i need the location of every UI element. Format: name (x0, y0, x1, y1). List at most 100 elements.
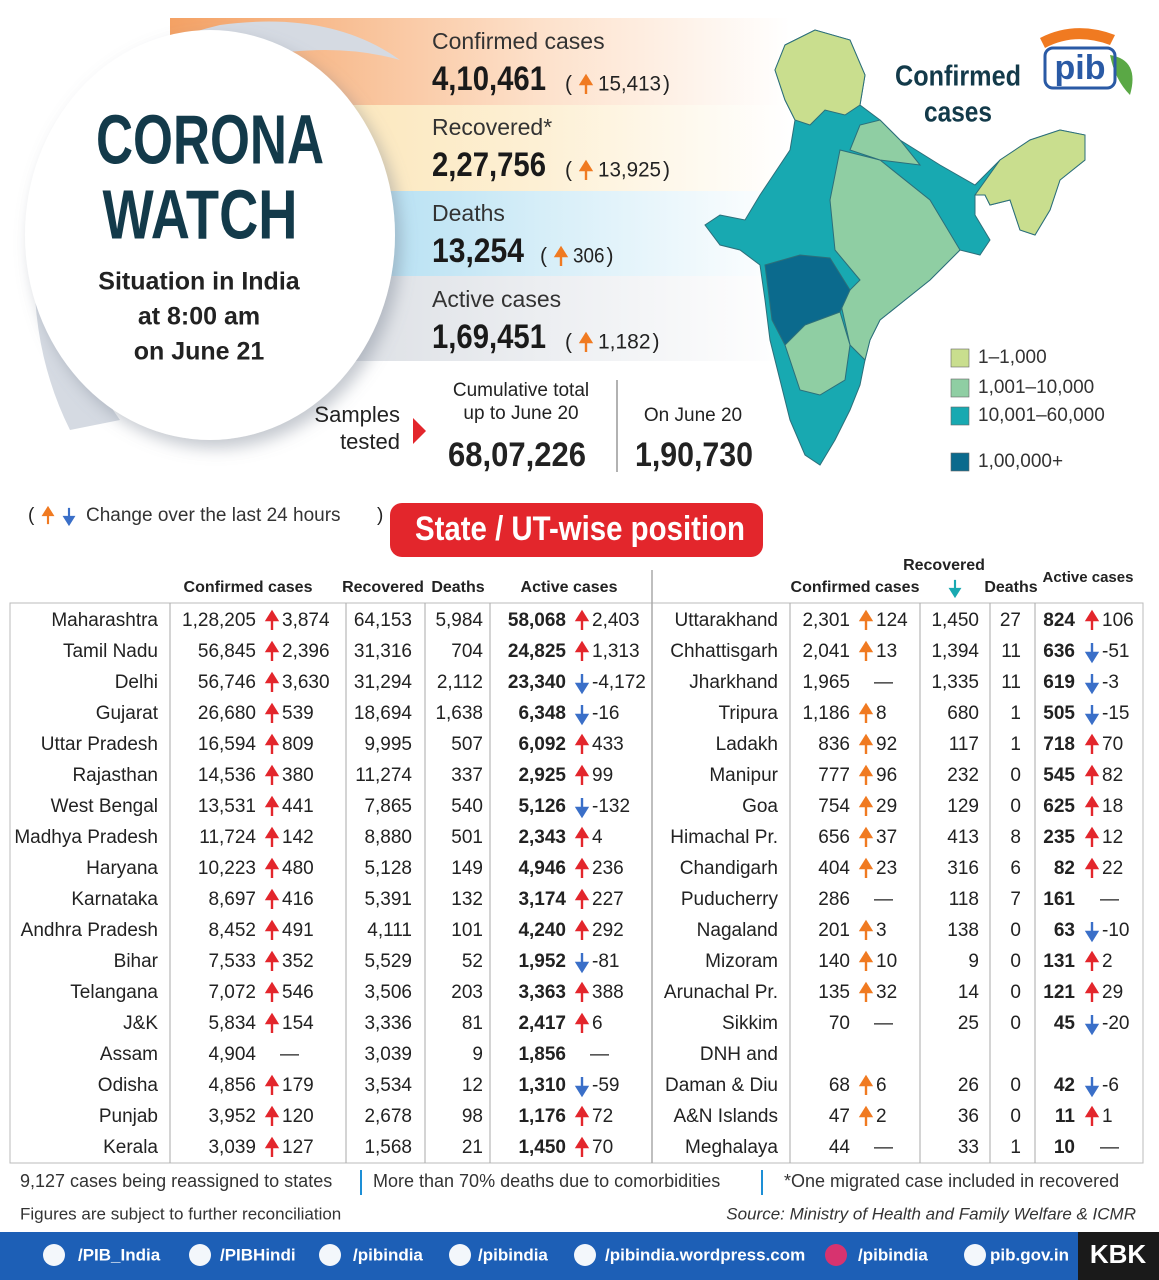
subtitle: on June 21 (134, 338, 265, 366)
column-header: Confirmed cases (184, 579, 313, 596)
state-name: Uttar Pradesh (41, 734, 158, 755)
bracket: ( (565, 73, 572, 96)
confirmed: 16,594 (198, 734, 257, 755)
change-value: 546 (282, 982, 314, 1003)
confirmed: 2,301 (802, 610, 850, 631)
arrow-down (574, 674, 590, 695)
bracket: ) (653, 331, 660, 354)
change-value: 37 (876, 827, 897, 848)
social-handle: /pibindia (858, 1245, 928, 1264)
arrow-up (1084, 981, 1100, 1002)
change-value: 32 (876, 982, 897, 1003)
arrow-up (264, 733, 280, 754)
active: 3,363 (518, 982, 566, 1003)
confirmed: 8,697 (208, 889, 256, 910)
social-icon (825, 1244, 847, 1266)
arrow-up (858, 1105, 874, 1126)
change-value: 120 (282, 1106, 314, 1127)
arrow-up (1084, 733, 1100, 754)
change-value: 92 (876, 734, 897, 755)
deaths: 0 (1010, 951, 1021, 972)
state-name: Haryana (86, 858, 158, 879)
deaths: 1 (1010, 703, 1021, 724)
active: 505 (1043, 703, 1075, 724)
active: 2,925 (518, 765, 566, 786)
subtitle: at 8:00 am (138, 303, 260, 331)
column-header: Deaths (984, 579, 1037, 596)
active: 24,825 (508, 641, 567, 662)
change-value: -15 (1102, 703, 1129, 724)
arrow-up (264, 981, 280, 1002)
recovered: 413 (947, 827, 979, 848)
change-value: 72 (592, 1106, 613, 1127)
recovered: 25 (958, 1013, 979, 1034)
arrow-up (578, 73, 594, 94)
deaths: 337 (451, 765, 483, 786)
change-value: 236 (592, 858, 624, 879)
confirmed: 404 (818, 858, 850, 879)
footer-note: 9,127 cases being reassigned to states (20, 1171, 332, 1191)
active: 235 (1043, 827, 1075, 848)
recovered: 26 (958, 1075, 979, 1096)
active: 625 (1043, 796, 1075, 817)
active: 1,856 (518, 1044, 566, 1065)
deaths: 101 (451, 920, 483, 941)
active: 58,068 (508, 610, 566, 631)
active: 6,092 (518, 734, 566, 755)
state-name: Kerala (103, 1137, 158, 1158)
active: 545 (1043, 765, 1075, 786)
deaths: 540 (451, 796, 483, 817)
confirmed: 1,28,205 (182, 610, 256, 631)
social-handle: /pibindia.wordpress.com (605, 1245, 805, 1264)
column-header: Deaths (431, 579, 484, 596)
confirmed: 7,072 (208, 982, 256, 1003)
samples-value: 68,07,226 (448, 436, 586, 474)
recovered: 8,880 (364, 827, 412, 848)
state-name: Assam (100, 1044, 158, 1065)
active: 10 (1054, 1137, 1075, 1158)
social-handle: pib.gov.in (990, 1245, 1069, 1264)
change-value: -6 (1102, 1075, 1119, 1096)
change-value: 3,874 (282, 610, 330, 631)
change-value: 29 (876, 796, 897, 817)
change-value: 99 (592, 765, 613, 786)
footer-source: Source: Ministry of Health and Family We… (726, 1204, 1136, 1223)
confirmed: 8,452 (208, 920, 256, 941)
state-name: Chhattisgarh (670, 641, 778, 662)
bracket: ) (663, 159, 670, 182)
arrow-up (264, 795, 280, 816)
india-map (704, 29, 1086, 466)
summary-label: Recovered* (432, 114, 552, 140)
social-handle: /pibindia (353, 1245, 423, 1264)
confirmed: 140 (818, 951, 850, 972)
summary-label: Confirmed cases (432, 28, 605, 54)
footer-disclaimer: Figures are subject to further reconcili… (20, 1204, 341, 1223)
social-icon (319, 1244, 341, 1266)
change-value: 96 (876, 765, 897, 786)
state-name: Rajasthan (72, 765, 158, 786)
confirmed: 26,680 (198, 703, 256, 724)
recovered: 31,316 (354, 641, 412, 662)
arrow-up (264, 950, 280, 971)
arrow-up (264, 1136, 280, 1157)
arrow-up (264, 671, 280, 692)
brand-box (1078, 1232, 1159, 1280)
arrow-down (574, 798, 590, 819)
change-value: -81 (592, 951, 619, 972)
state-name: Meghalaya (685, 1137, 778, 1158)
social-icon (574, 1244, 596, 1266)
state-name: Puducherry (681, 889, 779, 910)
deaths: 1 (1010, 734, 1021, 755)
deaths: 0 (1010, 796, 1021, 817)
arrow-down (948, 579, 962, 599)
state-name: Goa (742, 796, 778, 817)
confirmed: 10,223 (198, 858, 256, 879)
deaths: 8 (1010, 827, 1021, 848)
confirmed: 56,746 (198, 672, 256, 693)
change-value: 10 (876, 951, 897, 972)
social-handle: /PIB_India (78, 1245, 161, 1264)
arrow-up (264, 919, 280, 940)
state-name: Tripura (719, 703, 779, 724)
change-value: -20 (1102, 1013, 1129, 1034)
change-value: 352 (282, 951, 314, 972)
